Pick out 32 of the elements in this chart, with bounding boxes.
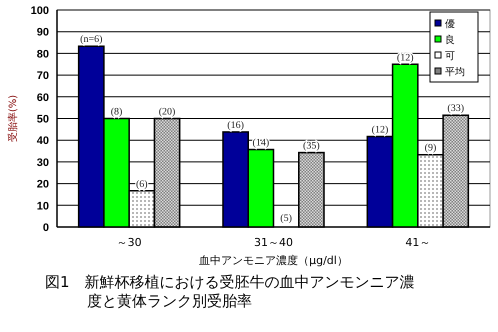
y-tick-label: 30 <box>36 156 49 169</box>
y-tick-label: 50 <box>36 114 49 126</box>
legend-label: 良 <box>445 34 455 46</box>
y-tick-label: 20 <box>36 178 49 191</box>
text: 図1 新鮮杯移植における受胚牛の血中アンモンニア濃度と黄体ランク別受胎率 <box>45 273 415 310</box>
annotation: (12) <box>372 124 388 136</box>
y-tick-label: 0 <box>42 222 49 234</box>
annotation: (9) <box>424 142 436 154</box>
y-tick-label: 80 <box>36 48 49 60</box>
y-tick-label: 40 <box>36 135 49 148</box>
annotation: (16) <box>227 120 244 131</box>
x-tick-label: 31～40 <box>254 236 293 249</box>
y-tick-label: 70 <box>36 70 49 82</box>
annotation: (5) <box>280 213 292 224</box>
legend-label: 可 <box>445 51 455 62</box>
x-tick-label: 41～ <box>405 236 430 249</box>
annotation: (8) <box>110 106 122 118</box>
legend-label: 優 <box>445 19 455 30</box>
x-axis-title: 血中アンモニア濃度（μg/dl） <box>199 254 348 267</box>
annotation: (n=6) <box>80 34 102 46</box>
annotation: (33) <box>447 103 464 114</box>
y-axis-title: 受胎率(%) <box>7 94 19 142</box>
annotation: (20) <box>158 106 176 118</box>
x-tick-label: ～30 <box>116 236 142 249</box>
y-tick-label: 100 <box>30 5 49 17</box>
y-tick-label: 60 <box>36 92 49 104</box>
annotation: (14) <box>252 138 270 149</box>
annotation: (35) <box>303 140 320 152</box>
annotation: (12) <box>396 52 414 64</box>
y-tick-label: 10 <box>36 200 49 212</box>
y-tick-label: 90 <box>36 26 49 39</box>
legend-label: 平均 <box>445 66 465 78</box>
